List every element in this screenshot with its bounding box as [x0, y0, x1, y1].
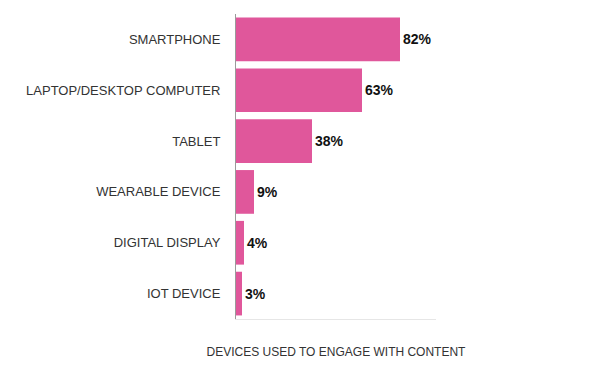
svg-text:38%: 38% [315, 133, 344, 149]
svg-text:WEARABLE DEVICE: WEARABLE DEVICE [96, 184, 221, 199]
svg-text:63%: 63% [365, 82, 394, 98]
svg-text:SMARTPHONE: SMARTPHONE [129, 32, 221, 47]
svg-text:82%: 82% [403, 31, 432, 47]
svg-text:4%: 4% [247, 235, 268, 251]
svg-text:3%: 3% [245, 286, 266, 302]
svg-text:LAPTOP/DESKTOP COMPUTER: LAPTOP/DESKTOP COMPUTER [26, 83, 220, 98]
svg-text:DEVICES USED TO ENGAGE WITH CO: DEVICES USED TO ENGAGE WITH CONTENT [207, 345, 467, 359]
svg-text:TABLET: TABLET [172, 134, 220, 149]
svg-text:IOT DEVICE: IOT DEVICE [147, 286, 221, 301]
svg-text:DIGITAL DISPLAY: DIGITAL DISPLAY [114, 235, 221, 250]
svg-text:9%: 9% [257, 184, 278, 200]
